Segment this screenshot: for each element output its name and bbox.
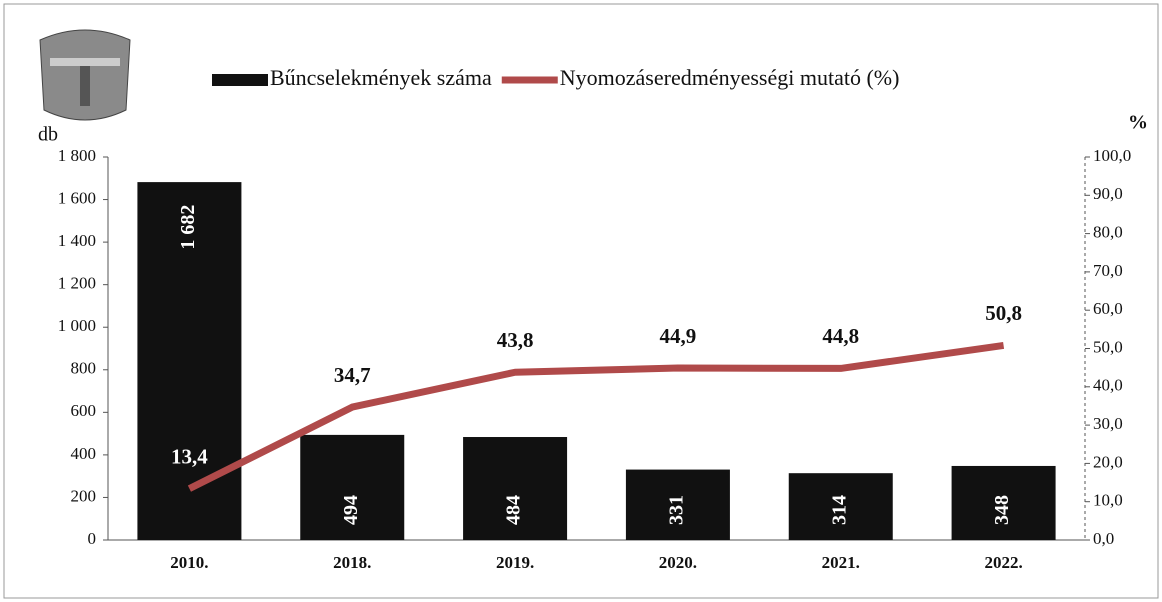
y2-tick-label: 0,0	[1093, 529, 1114, 548]
line-value-label: 50,8	[985, 301, 1022, 325]
y-tick-label: 600	[71, 401, 97, 420]
y2-tick-label: 60,0	[1093, 299, 1123, 318]
x-tick-label: 2022.	[984, 553, 1022, 572]
y-tick-label: 1 000	[58, 316, 96, 335]
y-tick-label: 200	[71, 486, 97, 505]
y2-tick-label: 90,0	[1093, 184, 1123, 203]
y-tick-label: 0	[88, 529, 97, 548]
bar	[137, 182, 242, 540]
bar-value-label: 1 682	[177, 205, 199, 250]
y2-tick-label: 50,0	[1093, 337, 1123, 356]
y2-tick-label: 70,0	[1093, 261, 1123, 280]
y-tick-label: 1 400	[58, 231, 96, 250]
line-value-label: 13,4	[171, 444, 208, 468]
legend-label: Bűncselekmények száma	[270, 65, 492, 90]
bar	[788, 473, 893, 540]
x-tick-label: 2010.	[170, 553, 208, 572]
x-tick-label: 2020.	[659, 553, 697, 572]
y2-axis-label: %	[1128, 112, 1148, 134]
logo	[39, 29, 131, 121]
x-tick-label: 2018.	[333, 553, 371, 572]
y2-tick-label: 80,0	[1093, 223, 1123, 242]
legend-label: Nyomozáseredményességi mutató (%)	[560, 65, 900, 90]
bar-value-label: 314	[828, 495, 850, 525]
y2-tick-label: 10,0	[1093, 491, 1123, 510]
line	[187, 341, 1005, 492]
x-tick-label: 2021.	[822, 553, 860, 572]
y2-tick-label: 100,0	[1093, 146, 1131, 165]
bar	[951, 465, 1056, 540]
legend-swatch	[212, 74, 268, 86]
y2-tick-label: 30,0	[1093, 414, 1123, 433]
y-tick-label: 1 800	[58, 146, 96, 165]
bar-value-label: 484	[503, 495, 525, 525]
y-tick-label: 1 200	[58, 274, 96, 293]
y2-tick-label: 40,0	[1093, 376, 1123, 395]
bar	[463, 437, 568, 540]
bar	[625, 469, 730, 540]
bar-value-label: 494	[340, 495, 362, 525]
bar	[300, 434, 405, 540]
y-tick-label: 1 600	[58, 188, 96, 207]
line-value-label: 44,9	[660, 324, 697, 348]
line-value-label: 43,8	[497, 328, 534, 352]
y-tick-label: 800	[71, 359, 97, 378]
y-axis-label: db	[38, 124, 58, 146]
bar-value-label: 331	[666, 495, 688, 525]
y2-tick-label: 20,0	[1093, 452, 1123, 471]
line-value-label: 44,8	[822, 324, 859, 348]
bar-value-label: 348	[991, 495, 1013, 525]
x-tick-label: 2019.	[496, 553, 534, 572]
line-value-label: 34,7	[334, 363, 371, 387]
y-tick-label: 400	[71, 444, 97, 463]
